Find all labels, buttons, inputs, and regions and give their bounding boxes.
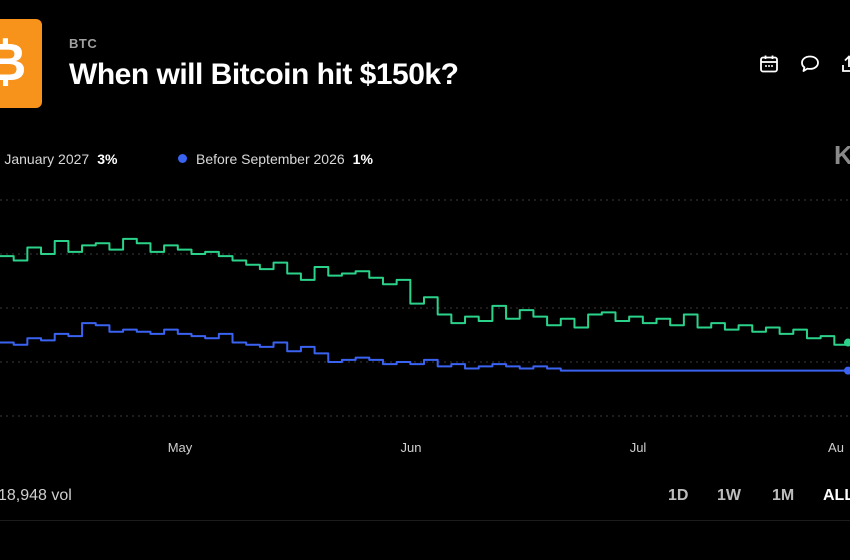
x-tick-label: Au: [828, 440, 844, 455]
comment-icon[interactable]: [799, 53, 821, 75]
volume-label: 18,948 vol: [0, 487, 72, 504]
calendar-icon[interactable]: [758, 53, 780, 75]
range-1m-button[interactable]: 1M: [772, 487, 795, 504]
legend-label: Before September 2026: [196, 151, 345, 167]
ticker-label: BTC: [69, 36, 98, 51]
legend-item-series-1[interactable]: re January 2027 3%: [0, 151, 117, 167]
x-tick-label: May: [168, 440, 193, 455]
line-chart[interactable]: May Jun Jul Au: [0, 0, 850, 470]
bitcoin-logo: ₿: [0, 19, 42, 108]
legend-dot-icon: [178, 154, 187, 163]
range-1d-button[interactable]: 1D: [668, 487, 689, 504]
legend-value: 1%: [352, 151, 373, 167]
page-title: When will Bitcoin hit $150k?: [69, 58, 459, 91]
series-line-1: [0, 237, 849, 346]
share-icon[interactable]: [838, 53, 850, 75]
series-end-point-2: [844, 366, 850, 375]
series-end-point-1: [844, 338, 850, 347]
legend-label: re January 2027: [0, 151, 90, 167]
x-tick-label: Jul: [630, 440, 647, 455]
x-tick-label: Jun: [401, 440, 422, 455]
series-line-2: [0, 322, 848, 372]
range-1w-button[interactable]: 1W: [717, 487, 741, 504]
legend-item-series-2[interactable]: Before September 2026 1%: [178, 151, 373, 167]
range-all-button[interactable]: ALL: [823, 487, 850, 504]
brand-mark: K: [834, 140, 850, 170]
legend-value: 3%: [97, 151, 118, 167]
bitcoin-glyph: ₿: [0, 33, 27, 93]
divider: [0, 520, 850, 521]
